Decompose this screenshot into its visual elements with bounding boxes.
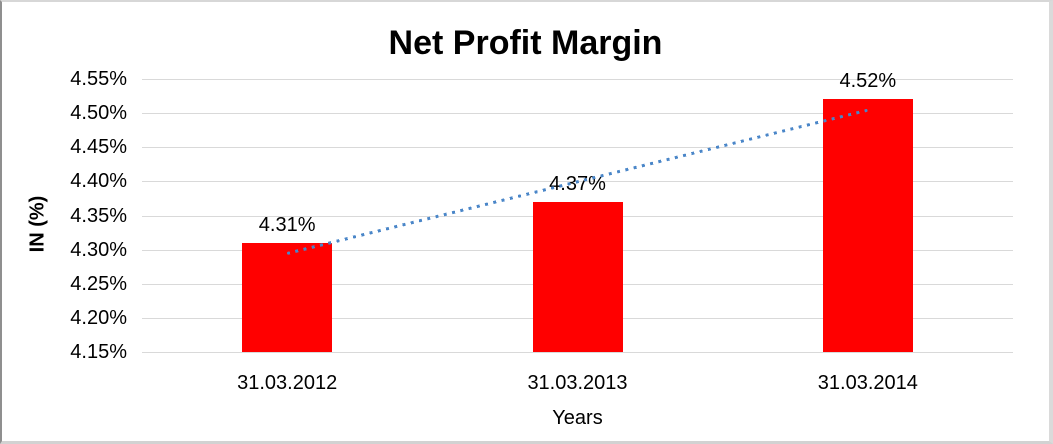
y-axis-tick-label: 4.40%: [70, 170, 127, 193]
bar: [242, 242, 333, 352]
y-axis-tick-label: 4.55%: [70, 68, 127, 90]
gridline: [142, 113, 1013, 115]
data-label: 4.31%: [258, 213, 316, 236]
bar: [822, 99, 913, 352]
chart-title: Net Profit Margin: [388, 24, 663, 62]
y-axis-tick-label: 4.15%: [70, 341, 127, 363]
y-axis-tick-label: 4.30%: [70, 238, 127, 261]
x-axis-category-label: 31.03.2014: [817, 372, 918, 394]
plot-area: 4.31% 31.03.2012 4.37% 31.03.2013 4.52% 31.03…: [142, 70, 1013, 394]
data-label: 4.52%: [839, 70, 897, 93]
y-axis-tick-label: 4.25%: [70, 272, 127, 295]
gridline: [142, 147, 1013, 149]
y-axis-tick-label: 4.35%: [70, 204, 127, 227]
y-axis-tick-label: 4.20%: [70, 306, 127, 329]
x-axis-category-label: 31.03.2013: [527, 372, 628, 394]
y-axis-tick-label: 4.45%: [70, 136, 127, 159]
gridline: [142, 352, 1013, 353]
bar: [532, 201, 623, 352]
y-axis-tick-label: 4.50%: [70, 102, 127, 125]
x-axis-title: Years: [552, 407, 603, 429]
x-axis-category-label: 31.03.2012: [237, 372, 338, 394]
gridline: [142, 79, 1013, 80]
y-axis-tick-labels: 4.15% 4.20% 4.25% 4.30% 4.35% 4.40% 4.45% 4.50%…: [30, 68, 127, 363]
